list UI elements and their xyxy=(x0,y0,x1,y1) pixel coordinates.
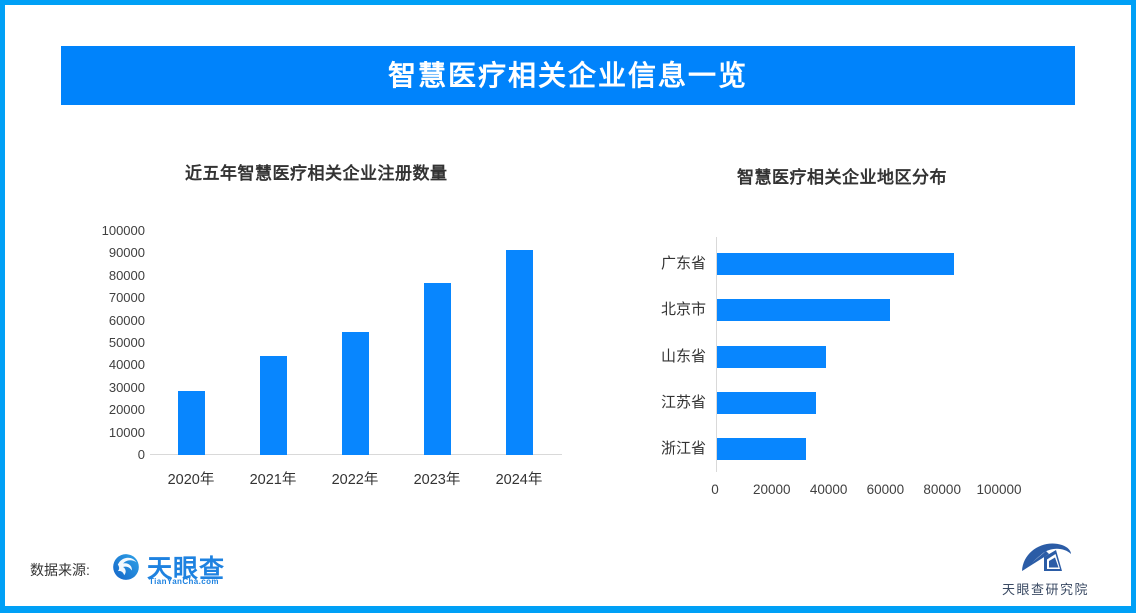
x-axis-category-label: 2023年 xyxy=(413,472,461,488)
y-axis-tick-label: 70000 xyxy=(108,290,145,306)
y-axis-category-label: 北京市 xyxy=(660,301,706,319)
x-axis-tick-label: 40000 xyxy=(809,482,848,497)
y-axis-category-label: 江苏省 xyxy=(660,393,706,411)
page-border-bottom xyxy=(0,606,1136,613)
y-axis-tick-label: 20000 xyxy=(108,402,145,418)
x-axis-tick-label: 100000 xyxy=(976,482,1022,497)
bar-2021年 xyxy=(259,356,287,455)
tianyancha-logo-url: TianYanCha.com xyxy=(149,577,219,586)
bar-2020年 xyxy=(177,391,205,455)
x-axis-tick-label: 0 xyxy=(711,482,719,497)
y-axis-tick-label: 100000 xyxy=(101,223,145,238)
y-axis-line xyxy=(716,237,717,472)
x-axis-tick-label: 60000 xyxy=(866,482,905,497)
research-institute-logo-icon xyxy=(1016,537,1074,582)
y-axis-tick-label: 0 xyxy=(137,447,145,462)
y-axis-category-label: 浙江省 xyxy=(660,440,706,458)
bar-广东省 xyxy=(717,253,954,275)
x-axis-category-label: 2021年 xyxy=(249,472,297,488)
left-chart-title: 近五年智慧医疗相关企业注册数量 xyxy=(185,164,448,183)
research-institute-name: 天眼查研究院 xyxy=(1002,582,1090,597)
bar-江苏省 xyxy=(717,391,816,414)
bar-2022年 xyxy=(341,332,369,455)
y-axis-tick-label: 10000 xyxy=(108,424,145,440)
tianyancha-logo-text: 天眼查 xyxy=(147,555,226,583)
data-source-label: 数据来源: xyxy=(30,562,90,578)
tianyancha-logo-icon xyxy=(112,553,140,586)
y-axis-tick-label: 50000 xyxy=(108,335,145,350)
bar-2024年 xyxy=(505,250,533,455)
x-axis-tick-label: 20000 xyxy=(753,482,791,497)
x-axis-category-label: 2022年 xyxy=(331,472,379,488)
x-axis-category-label: 2020年 xyxy=(167,472,215,488)
bar-浙江省 xyxy=(717,438,806,461)
y-axis-tick-label: 80000 xyxy=(108,267,145,283)
page-title: 智慧医疗相关企业信息一览 xyxy=(61,46,1075,105)
x-axis-tick-label: 80000 xyxy=(923,482,961,497)
right-chart-title: 智慧医疗相关企业地区分布 xyxy=(737,168,947,187)
y-axis-category-label: 山东省 xyxy=(660,347,706,365)
y-axis-tick-label: 30000 xyxy=(108,379,145,395)
bar-2023年 xyxy=(423,283,451,455)
y-axis-tick-label: 90000 xyxy=(108,245,145,261)
bar-北京市 xyxy=(717,299,890,322)
y-axis-tick-label: 40000 xyxy=(108,357,145,373)
y-axis-category-label: 广东省 xyxy=(660,255,706,272)
bar-山东省 xyxy=(717,345,826,368)
y-axis-tick-label: 60000 xyxy=(108,312,145,328)
x-axis-category-label: 2024年 xyxy=(495,472,543,488)
